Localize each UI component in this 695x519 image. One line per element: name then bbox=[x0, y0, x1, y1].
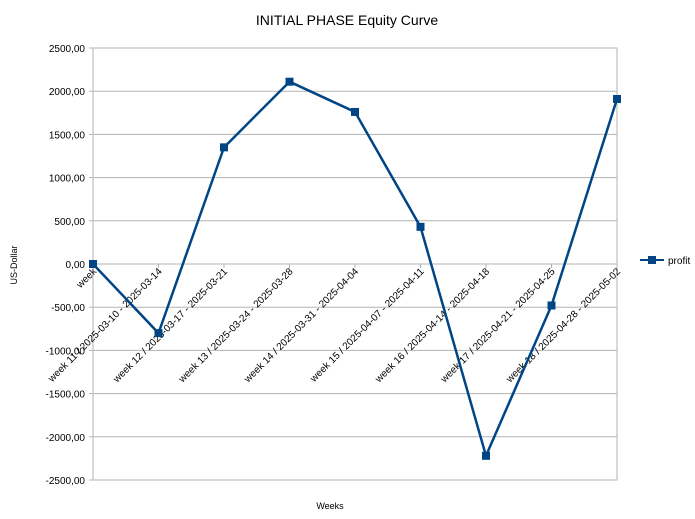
y-tick-label: 0,00 bbox=[66, 260, 86, 271]
data-point-marker bbox=[89, 260, 97, 268]
y-tick-label: 500,00 bbox=[54, 217, 85, 228]
x-tick-label: week 18 / 2025-04-28 - 2025-05-02 bbox=[504, 266, 624, 386]
x-tick-label: week 16 / 2025-04-14 - 2025-04-18 bbox=[373, 266, 493, 386]
legend: profit bbox=[640, 256, 690, 267]
y-tick-label: 2000,00 bbox=[49, 87, 86, 98]
series-profit bbox=[89, 77, 621, 460]
data-point-marker bbox=[285, 77, 294, 86]
data-point-marker bbox=[154, 329, 163, 338]
y-tick-label: -2000,00 bbox=[46, 433, 86, 444]
data-point-marker bbox=[482, 451, 490, 460]
y-tick-label: 1500,00 bbox=[49, 130, 86, 141]
legend-marker-swatch bbox=[648, 256, 656, 264]
y-axis-title: US-Dollar bbox=[9, 245, 19, 284]
y-axis-tick-labels: 2500,00 2000,00 1500,00 1000,00 500,00 0,00 -5… bbox=[46, 44, 86, 487]
data-point-marker bbox=[416, 222, 425, 231]
y-tick-label: -500,00 bbox=[51, 303, 85, 314]
data-point-marker bbox=[351, 107, 359, 116]
x-tick-label: week 11 / 2025-03-10 - 2025-03-14 bbox=[46, 266, 165, 385]
x-tick-label: week 13 / 2025-03-24 - 2025-03-28 bbox=[176, 266, 296, 386]
x-tick-label: week 17 / 2025-04-21 - 2025-04-25 bbox=[438, 266, 558, 386]
data-point-marker bbox=[547, 301, 556, 310]
y-tick-label: -2500,00 bbox=[46, 476, 86, 487]
chart-title: INITIAL PHASE Equity Curve bbox=[256, 12, 439, 28]
y-tick-label: 1000,00 bbox=[49, 174, 86, 185]
y-tick-label: -1500,00 bbox=[46, 390, 86, 401]
data-point-marker bbox=[613, 94, 621, 103]
data-point-marker bbox=[220, 143, 228, 152]
x-tick-label: week 12 / 2025-03-17 - 2025-03-21 bbox=[111, 266, 231, 386]
y-tick-label: -1000,00 bbox=[46, 346, 86, 357]
legend-label-profit: profit bbox=[668, 256, 690, 267]
x-tick-label: week 14 / 2025-03-31 - 2025-04-04 bbox=[242, 266, 362, 386]
y-tick-label: 2500,00 bbox=[49, 44, 86, 55]
x-tick-label: week 15 / 2025-04-07 - 2025-04-11 bbox=[308, 266, 427, 385]
x-axis-title: Weeks bbox=[316, 501, 344, 511]
